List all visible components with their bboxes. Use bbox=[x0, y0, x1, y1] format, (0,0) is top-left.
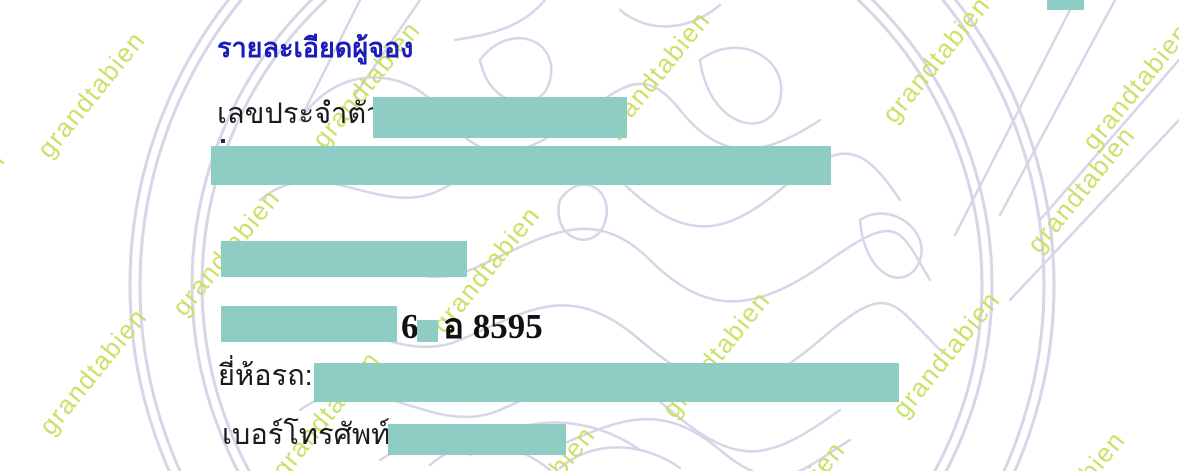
partial-hidden-glyph bbox=[221, 139, 225, 143]
extra-redacted-value bbox=[221, 241, 467, 277]
phone-label: เบอร์โทรศัพท์: bbox=[222, 419, 399, 451]
plate-number-right: อ 8595 bbox=[443, 307, 543, 346]
address-redacted-value bbox=[211, 146, 831, 185]
plate-number-left: 6 bbox=[401, 307, 419, 346]
id-number-label: เลขประจำตัว: bbox=[217, 98, 391, 130]
plate-prefix-redacted bbox=[221, 306, 397, 342]
top-edge-redacted-fragment bbox=[1047, 0, 1084, 10]
page-title: รายละเอียดผู้จอง bbox=[217, 33, 414, 63]
plate-middle-redacted bbox=[417, 320, 438, 342]
car-brand-redacted-value bbox=[314, 363, 899, 402]
phone-redacted-value bbox=[388, 424, 566, 455]
car-brand-label: ยี่ห้อรถ: bbox=[218, 360, 313, 392]
id-number-redacted-value bbox=[373, 97, 627, 138]
